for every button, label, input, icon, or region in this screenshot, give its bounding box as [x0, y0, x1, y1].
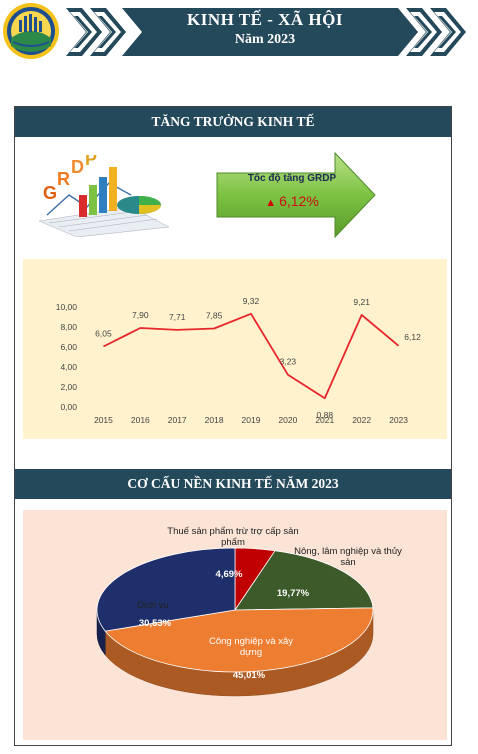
up-triangle-icon: ▲ [265, 197, 277, 209]
pie-value-tax: 4,69% [215, 569, 243, 580]
data-label: 7,85 [206, 311, 223, 321]
data-label: 7,90 [132, 310, 149, 320]
y-tick-label: 0,00 [60, 402, 77, 412]
page-header: KINH TẾ - XÃ HỘI Năm 2023 [0, 0, 478, 62]
x-tick-label: 2020 [278, 415, 297, 425]
page-title: KINH TẾ - XÃ HỘI [187, 10, 343, 29]
grdp-art-letter-p: P [85, 155, 97, 169]
pie-slice [234, 550, 374, 611]
x-tick-label: 2015 [94, 415, 113, 425]
data-label: 6,12 [404, 332, 421, 342]
data-label: 6,05 [95, 329, 112, 339]
grdp-growth-number: 6,12% [279, 193, 319, 209]
grdp-art-letter-d: D [71, 157, 84, 177]
pie-label-tax: Thuế sản phẩm trừ trợ cấp sản phẩm [167, 526, 299, 548]
data-label: 9,21 [353, 297, 370, 307]
x-tick-label: 2023 [389, 415, 408, 425]
pie-slice [96, 547, 236, 632]
y-tick-label: 6,00 [60, 342, 77, 352]
x-tick-label: 2022 [352, 415, 371, 425]
pie-label-services: Dịch vụ [137, 600, 169, 611]
data-label: 0,88 [317, 410, 334, 420]
grdp-art-letter-r: R [57, 169, 70, 189]
y-tick-label: 2,00 [60, 382, 77, 392]
emblem-logo-icon [3, 3, 59, 59]
structure-section-title: CƠ CẤU NỀN KINH TẾ NĂM 2023 [15, 469, 451, 499]
page-subtitle: Năm 2023 [234, 32, 296, 47]
grdp-art-letter-g: G [43, 183, 57, 203]
pie-label-industry: Công nghiệp và xây dựng [209, 636, 293, 658]
growth-line-chart-area: 0,00 2,00 4,00 6,00 8,00 10,00 2015 2016 2017 201… [23, 259, 447, 439]
grdp-chart-illustration: G R D P [39, 155, 169, 237]
y-tick-label: 10,00 [56, 302, 78, 312]
structure-pie-chart [96, 547, 374, 697]
x-tick-label: 2019 [242, 415, 261, 425]
pie-slice [104, 607, 374, 673]
x-tick-label: 2018 [205, 415, 224, 425]
y-tick-label: 8,00 [60, 322, 77, 332]
header-banner [66, 8, 466, 56]
y-tick-label: 4,00 [60, 362, 77, 372]
x-tick-label: 2017 [168, 415, 187, 425]
structure-pie-chart-area: Thuế sản phẩm trừ trợ cấp sản phẩm Nông,… [23, 510, 447, 740]
growth-section-title: TĂNG TRƯỞNG KINH TẾ [15, 107, 451, 137]
pie-value-agriculture: 19,77% [276, 588, 310, 599]
growth-arrow [216, 151, 376, 239]
data-label: 3,23 [280, 357, 297, 367]
infographic-panel: TĂNG TRƯỞNG KINH TẾ G R D P Tốc độ tăng … [14, 106, 452, 746]
pie-value-services: 30,53% [138, 618, 172, 629]
data-label: 9,32 [243, 296, 260, 306]
x-tick-label: 2016 [131, 415, 150, 425]
x-tick-label: 2021 [315, 415, 334, 425]
data-label: 7,71 [169, 312, 186, 322]
pie-value-industry: 45,01% [232, 670, 266, 681]
grdp-growth-label: Tốc độ tăng GRDP [247, 173, 337, 184]
growth-line-chart: 0,00 2,00 4,00 6,00 8,00 10,00 2015 2016 2017 201… [56, 296, 421, 425]
pie-label-agriculture: Nông, lâm nghiệp và thủy sản [294, 546, 402, 568]
series-line [103, 312, 400, 400]
grdp-growth-value: ▲ 6,12% [237, 193, 347, 209]
